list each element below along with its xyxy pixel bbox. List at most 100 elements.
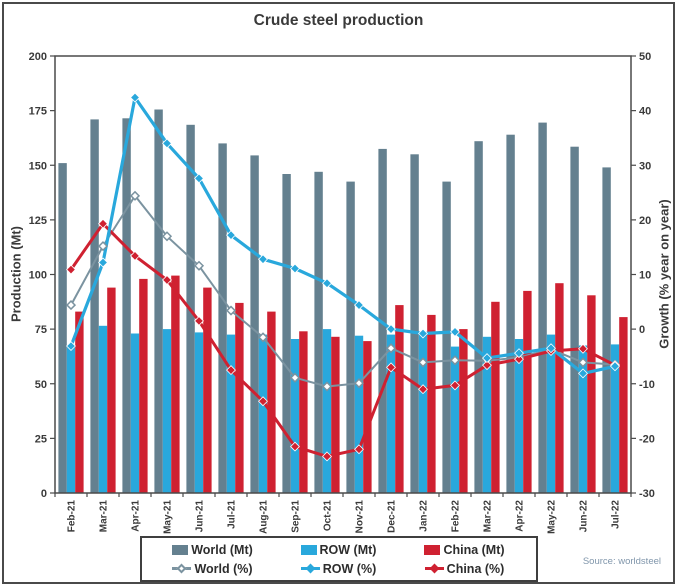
x-axis-label: Jun-21	[195, 500, 206, 533]
source-label: Source: worldsteel	[582, 556, 661, 567]
diamond-marker	[129, 190, 141, 201]
svg-text:-30: -30	[639, 488, 655, 500]
diamond-marker	[610, 361, 620, 372]
diamond-marker	[258, 396, 268, 407]
legend-label: World (Mt)	[191, 542, 253, 557]
bar	[354, 335, 364, 493]
legend-label: China (%)	[446, 561, 505, 576]
chart-legend: World (Mt) ROW (Mt) China (Mt) World (%)…	[139, 536, 538, 582]
legend-item-china-mt: China (Mt)	[424, 543, 505, 557]
bar	[218, 143, 227, 493]
bar	[107, 287, 116, 493]
bar	[250, 155, 259, 493]
diamond-marker	[226, 365, 236, 376]
diamond-marker	[354, 300, 364, 311]
svg-text:40: 40	[639, 106, 651, 118]
svg-text:-10: -10	[639, 379, 655, 391]
svg-text:100: 100	[29, 270, 47, 282]
bar	[267, 311, 276, 493]
world-mt-swatch	[172, 544, 189, 555]
bar	[162, 329, 172, 493]
svg-text:75: 75	[35, 324, 47, 336]
bar	[602, 167, 611, 493]
x-axis-label: Mar-22	[483, 500, 494, 533]
bar	[122, 118, 131, 494]
diamond-marker	[322, 451, 332, 462]
diamond-marker	[450, 326, 460, 337]
bar	[619, 317, 628, 493]
bar	[139, 278, 148, 493]
bar	[322, 329, 332, 493]
diamond-marker	[65, 300, 77, 311]
line-series	[70, 194, 616, 388]
diamond-marker	[386, 324, 396, 335]
diamond-marker	[98, 257, 108, 268]
bar	[331, 336, 340, 493]
bar	[203, 287, 212, 493]
x-axis-label: Jun-22	[579, 500, 590, 533]
x-axis-label: Nov-21	[355, 500, 366, 534]
bar	[506, 134, 515, 493]
legend-label: ROW (Mt)	[319, 542, 377, 557]
diamond-marker	[482, 353, 492, 364]
svg-text:30: 30	[639, 160, 651, 172]
world-pct-marker	[172, 563, 192, 574]
bar	[235, 302, 244, 493]
svg-text:0: 0	[639, 324, 645, 336]
x-axis-label: Jul-21	[227, 500, 238, 529]
diamond-marker	[226, 230, 236, 241]
bar	[578, 345, 588, 493]
diamond-marker	[194, 173, 204, 184]
diamond-marker	[418, 328, 428, 339]
svg-text:25: 25	[35, 433, 47, 445]
bar	[75, 311, 84, 493]
diamond-marker	[514, 348, 524, 359]
diamond-marker	[162, 274, 172, 285]
x-axis-label: Dec-21	[387, 500, 398, 533]
diamond-marker	[417, 357, 429, 368]
bar	[555, 283, 564, 493]
legend-item-row-mt: ROW (Mt)	[300, 542, 377, 557]
x-axis-label: Sep-21	[291, 500, 302, 533]
china-pct-marker	[424, 563, 444, 574]
x-axis-label: Feb-21	[67, 500, 78, 533]
bar	[194, 332, 204, 493]
svg-text:50: 50	[35, 379, 47, 391]
chart-title: Crude steel production	[253, 12, 424, 29]
bar	[546, 334, 556, 493]
diamond-marker	[385, 343, 397, 354]
bar	[410, 154, 419, 494]
bar	[171, 275, 180, 493]
bar	[66, 345, 76, 493]
bar	[491, 301, 500, 493]
bar	[290, 339, 300, 493]
bar	[90, 119, 99, 494]
diamond-marker	[130, 92, 140, 103]
legend-item-row-pct: ROW (%)	[300, 562, 376, 576]
chart-plot: 0 25 50 75 100 125 150 175 200 -30 -20 -10 0 10 20 30 40…	[29, 51, 655, 534]
bar	[346, 181, 355, 493]
bar	[58, 163, 67, 493]
x-axis-label: Aug-21	[259, 500, 270, 534]
diamond-marker	[418, 384, 428, 395]
x-axis-label: Jul-22	[611, 500, 622, 529]
bar	[282, 174, 291, 493]
bar	[450, 346, 460, 493]
diamond-marker	[321, 381, 333, 392]
diamond-marker	[289, 372, 301, 383]
bar	[587, 295, 596, 493]
diamond-marker	[449, 355, 461, 366]
bar	[427, 314, 436, 493]
x-axis-label: Apr-21	[131, 500, 142, 532]
bar	[314, 171, 323, 494]
x-axis-label: Jan-22	[419, 500, 430, 532]
bar	[610, 344, 620, 493]
svg-text:200: 200	[29, 51, 47, 63]
svg-text:125: 125	[29, 215, 47, 227]
diamond-marker	[322, 278, 332, 289]
bar	[395, 305, 404, 493]
svg-text:150: 150	[29, 160, 47, 172]
legend-item-world-pct: World (%)	[172, 562, 253, 576]
diamond-marker	[66, 264, 76, 275]
diamond-marker	[258, 254, 268, 265]
